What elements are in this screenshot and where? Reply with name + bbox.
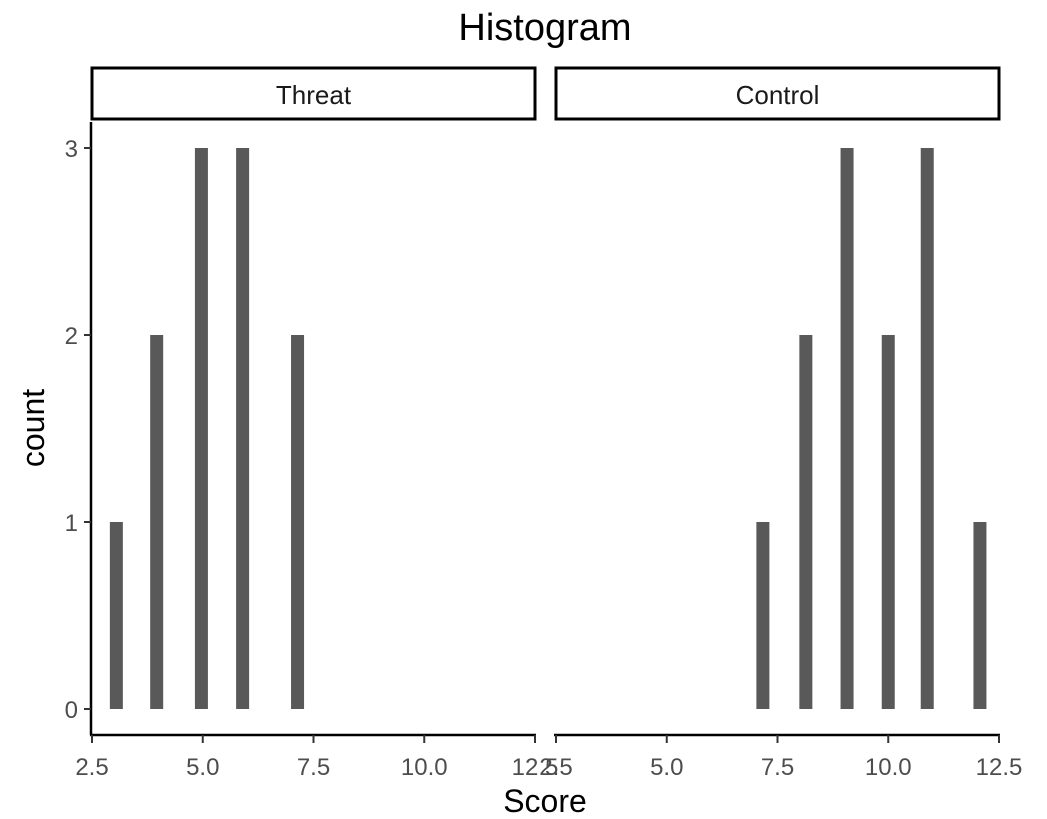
histogram-bar xyxy=(756,522,770,709)
facet-strip-label: Threat xyxy=(276,80,352,110)
x-tick-label: 5.0 xyxy=(650,754,683,781)
histogram-bar xyxy=(150,335,164,709)
facet-panel-threat: Threat 0 1 2 3 2.5 5.0 7.5 10.0 12.5 xyxy=(65,66,559,781)
x-tick-label: 7.5 xyxy=(761,754,794,781)
histogram-bar xyxy=(109,522,123,709)
histogram-bar xyxy=(920,148,934,709)
facet-panel-control: Control 2.5 5.0 7.5 10.0 12.5 xyxy=(539,66,1023,781)
x-tick-label: 5.0 xyxy=(186,754,219,781)
y-tick-label: 0 xyxy=(65,697,78,724)
histogram-bar xyxy=(881,335,895,709)
chart-title: Histogram xyxy=(458,7,631,49)
histogram-bar xyxy=(236,148,250,709)
x-tick-label: 2.5 xyxy=(539,754,572,781)
facet-strip xyxy=(554,66,1001,121)
histogram-bar xyxy=(973,522,987,709)
x-tick-label: 12.5 xyxy=(976,754,1023,781)
facet-strip-label: Control xyxy=(736,80,820,110)
histogram-bar xyxy=(799,335,813,709)
histogram-bar xyxy=(194,148,208,709)
x-tick-label: 12.5 xyxy=(512,754,559,781)
x-tick-label: 7.5 xyxy=(297,754,330,781)
y-tick-label: 1 xyxy=(65,510,78,537)
x-tick-label: 10.0 xyxy=(401,754,448,781)
x-tick-label: 2.5 xyxy=(75,754,108,781)
x-axis-title: Score xyxy=(503,783,587,819)
x-tick-label: 10.0 xyxy=(865,754,912,781)
y-axis-title: count xyxy=(15,389,51,467)
facet-strip xyxy=(90,66,537,121)
histogram-bar xyxy=(840,148,854,709)
facet-panels: Threat 0 1 2 3 2.5 5.0 7.5 10.0 12.5 Control 2.5 5.0… xyxy=(65,66,1023,781)
y-tick-label: 2 xyxy=(65,323,78,350)
y-tick-label: 3 xyxy=(65,136,78,163)
histogram-bar xyxy=(291,335,305,709)
